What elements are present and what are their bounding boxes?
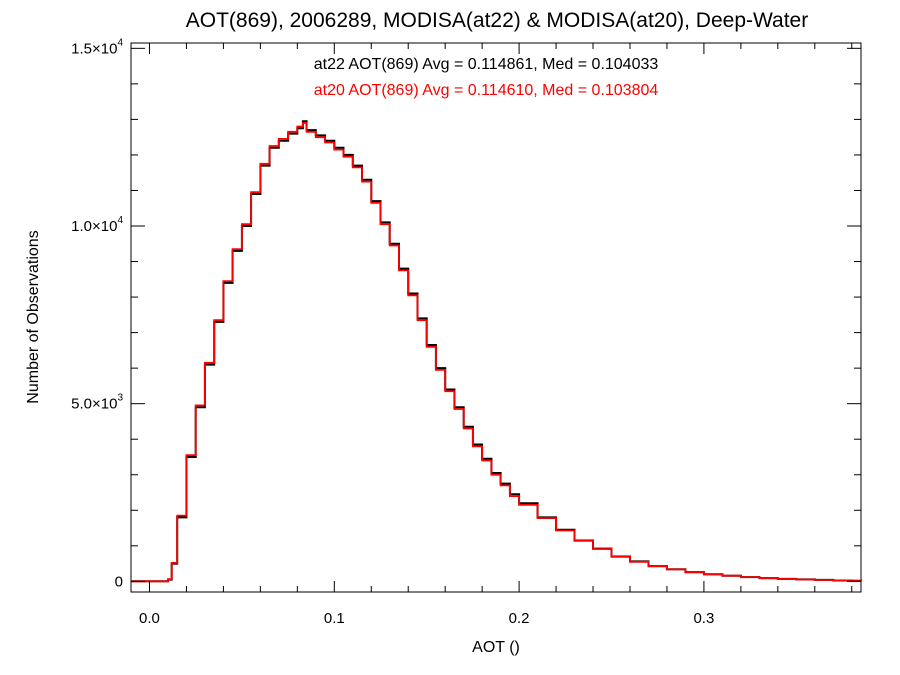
annotation-at20: at20 AOT(869) Avg = 0.114610, Med = 0.10… (314, 82, 659, 99)
annotation-at22: at22 AOT(869) Avg = 0.114861, Med = 0.10… (314, 56, 659, 73)
chart-title: AOT(869), 2006289, MODISA(at22) & MODISA… (186, 9, 808, 32)
x-tick-label: 0.2 (509, 610, 530, 627)
plot-frame (130, 42, 862, 593)
series-line-0 (131, 120, 862, 583)
y-tick-label: 1.0×104 (71, 215, 123, 235)
y-tick-label: 1.5×104 (71, 37, 123, 57)
x-tick-label: 0.1 (324, 610, 345, 627)
series-layer (131, 120, 862, 583)
series-line-1 (131, 122, 862, 583)
y-tick-label: 5.0×103 (71, 393, 123, 413)
y-axis: 0 5.0×103 1.0×104 1.5×104 (71, 37, 861, 590)
y-tick-label: 0 (115, 573, 123, 590)
x-axis-label: AOT () (472, 639, 520, 656)
x-tick-label: 0.0 (139, 610, 160, 627)
x-axis: 0.0 0.1 0.2 0.3 (139, 43, 853, 627)
x-tick-label: 0.3 (693, 610, 714, 627)
y-axis-label: Number of Observations (25, 230, 42, 403)
